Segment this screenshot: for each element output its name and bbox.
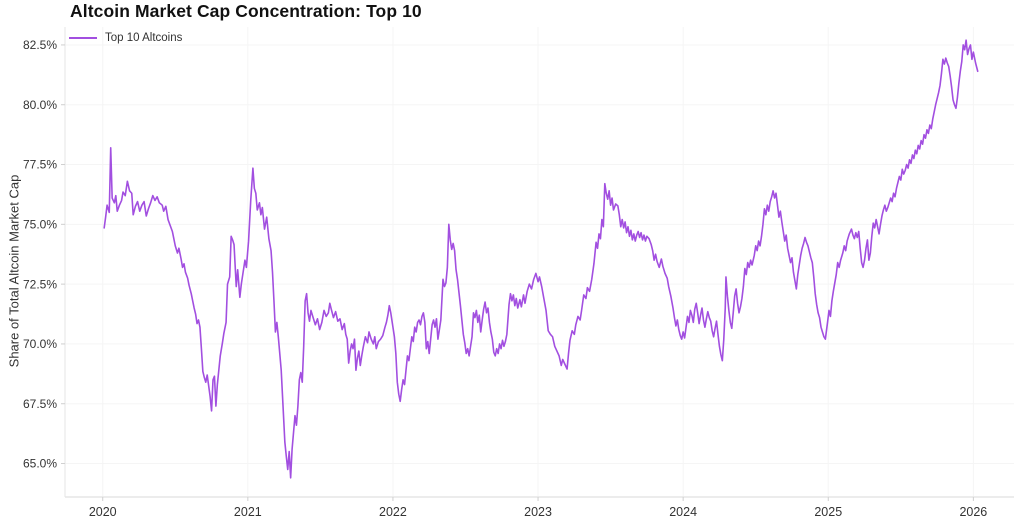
- y-tick-label: 65.0%: [23, 457, 57, 471]
- y-tick-label: 82.5%: [23, 38, 57, 52]
- y-tick-label: 77.5%: [23, 158, 57, 172]
- x-tick-label: 2021: [234, 505, 262, 519]
- top-10-altcoins-line-series[interactable]: [103, 39, 979, 479]
- x-tick-label: 2022: [379, 505, 407, 519]
- x-tick-label: 2024: [669, 505, 697, 519]
- legend[interactable]: Top 10 Altcoins: [69, 31, 182, 45]
- y-tick-label: 67.5%: [23, 397, 57, 411]
- y-tick-label: 72.5%: [23, 277, 57, 291]
- y-tick-label: 70.0%: [23, 337, 57, 351]
- x-tick-label: 2020: [89, 505, 117, 519]
- legend-line-swatch-icon: [69, 37, 97, 39]
- x-tick-label: 2025: [814, 505, 842, 519]
- y-tick-label: 75.0%: [23, 218, 57, 232]
- chart-title: Altcoin Market Cap Concentration: Top 10: [70, 1, 422, 21]
- x-tick-label: 2026: [959, 505, 987, 519]
- y-tick-label: 80.0%: [23, 98, 57, 112]
- x-tick-label: 2023: [524, 505, 552, 519]
- legend-label: Top 10 Altcoins: [105, 32, 183, 44]
